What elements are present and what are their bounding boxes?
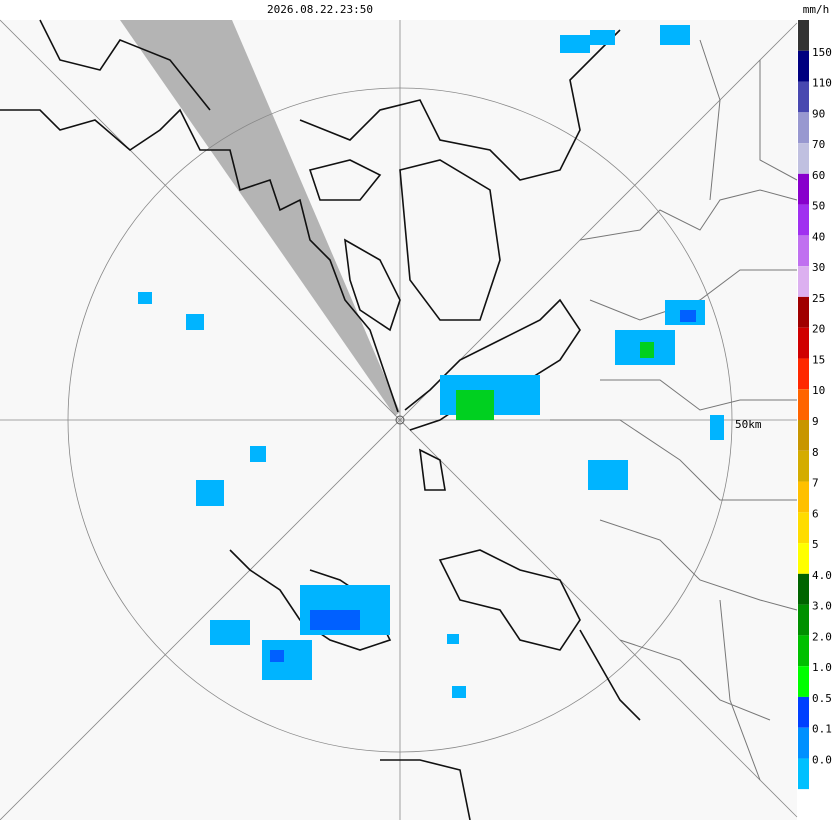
- legend-swatch: [798, 20, 809, 51]
- island: [419, 448, 446, 491]
- legend-label: 25: [812, 292, 825, 305]
- legend-label: 3.0: [812, 600, 832, 613]
- legend-label: 5: [812, 538, 819, 551]
- legend-swatch: [798, 450, 809, 482]
- legend-label: 7: [812, 477, 819, 490]
- legend-label: 40: [812, 230, 825, 243]
- unit-label: mm/h: [803, 3, 830, 16]
- legend-swatch: [798, 789, 809, 820]
- legend-swatch: [798, 481, 809, 513]
- legend-label: 0.1: [812, 723, 832, 736]
- legend-swatch: [798, 389, 809, 420]
- legend-label: 50: [812, 200, 825, 213]
- legend-swatch: [798, 635, 809, 667]
- legend-label: 15: [812, 353, 825, 366]
- legend-label: 150: [812, 46, 832, 59]
- legend-swatch: [798, 204, 809, 236]
- legend-label: 30: [812, 261, 825, 274]
- legend-swatch: [798, 266, 809, 297]
- range-label: 50km: [735, 418, 762, 431]
- island: [308, 159, 382, 201]
- legend-swatch: [798, 420, 809, 451]
- legend-swatch: [798, 143, 809, 174]
- legend-swatch: [798, 727, 809, 759]
- legend-swatch: [798, 81, 809, 113]
- legend-label: 9: [812, 415, 819, 428]
- legend-swatch: [798, 512, 809, 544]
- coastline: [344, 238, 401, 332]
- legend-label: 1.0: [812, 661, 832, 674]
- legend-label: 70: [812, 138, 825, 151]
- legend-label: 110: [812, 77, 832, 90]
- legend-label: 8: [812, 446, 819, 459]
- blocked-sector: [120, 20, 400, 416]
- legend-swatch: [798, 573, 809, 605]
- grid-line: [0, 19, 798, 818]
- echo-heavy: [456, 342, 654, 420]
- coastline: [399, 159, 501, 321]
- timestamp: 2026.08.22.23:50: [267, 3, 373, 16]
- legend-swatch: [798, 235, 809, 267]
- legend-label: 90: [812, 107, 825, 120]
- coastline: [39, 19, 211, 111]
- legend-swatch: [798, 296, 809, 328]
- legend-swatch: [798, 543, 809, 574]
- legend-swatch: [798, 112, 809, 144]
- legend-label: 0.0: [812, 753, 832, 766]
- legend-swatch: [798, 358, 809, 390]
- legend-label: 20: [812, 323, 825, 336]
- map-layer: [0, 19, 798, 821]
- legend-label: 6: [812, 507, 819, 520]
- legend-swatch: [798, 327, 809, 359]
- legend-label: 10: [812, 384, 825, 397]
- coastline: [299, 29, 621, 181]
- legend: 150 110 90 70 60 50 40 30 25 20 15 10 9 8 7 6 5 4.0 3.0 2.0…: [798, 20, 832, 820]
- legend-label: 2.0: [812, 630, 832, 643]
- coastline: [438, 549, 581, 651]
- legend-swatch: [798, 666, 809, 697]
- legend-swatch: [798, 50, 809, 82]
- radar-site: [395, 415, 405, 425]
- legend-swatch: [798, 173, 809, 205]
- legend-label: 60: [812, 169, 825, 182]
- legend-swatch: [798, 696, 809, 728]
- legend-swatch: [798, 604, 809, 636]
- legend-swatch: [798, 758, 809, 790]
- echo-moderate: [270, 310, 696, 662]
- grid-line: [0, 22, 798, 821]
- legend-label: 4.0: [812, 569, 832, 582]
- legend-label: 0.5: [812, 692, 832, 705]
- coastline: [380, 629, 641, 821]
- coastline: [0, 108, 399, 413]
